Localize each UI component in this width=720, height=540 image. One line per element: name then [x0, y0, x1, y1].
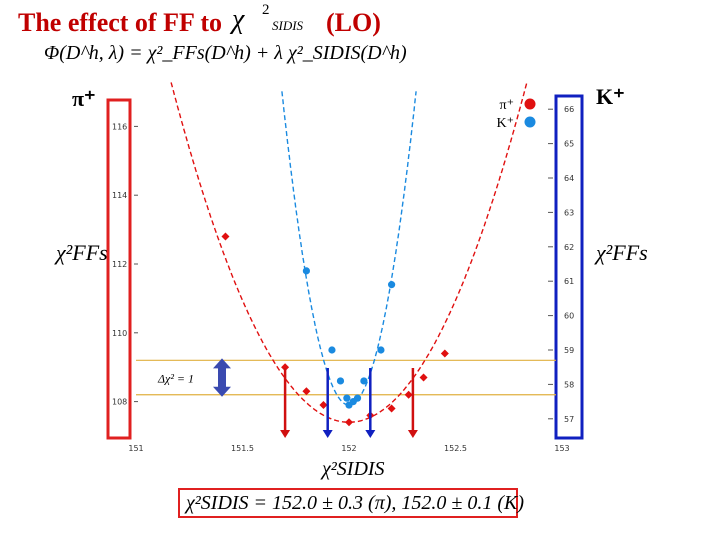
pion-upper-limit-arrow-head: [407, 430, 418, 438]
pion-data-point: [440, 349, 449, 358]
kaon-upper-limit-arrow-head: [365, 430, 376, 438]
y-left-tick-label: 112: [112, 260, 127, 269]
x-tick-label: 151.5: [231, 444, 254, 453]
pion-data-point: [387, 404, 396, 413]
pion-data-point: [281, 363, 290, 372]
x-tick-label: 153: [554, 444, 569, 453]
kaon-data-point: [343, 394, 351, 402]
legend-label: π⁺: [500, 98, 514, 113]
title-chi-symbol: χ: [232, 4, 245, 35]
right-axis-box: [554, 94, 584, 440]
kaon-data-point: [360, 377, 368, 385]
delta-arrow-down-head: [213, 386, 231, 397]
pion-data-point: [302, 387, 311, 396]
x-tick-label: 152.5: [444, 444, 467, 453]
slide-title: The effect of FF to: [18, 8, 223, 37]
y-right-tick-label: 63: [564, 208, 574, 217]
kaon-data-point: [302, 267, 310, 275]
title-chi-subscript: SIDIS: [272, 18, 304, 33]
kaon-corner-label: K⁺: [596, 84, 625, 109]
y-right-tick-label: 57: [564, 415, 574, 424]
pion-lower-limit-arrow-head: [280, 430, 291, 438]
legend-marker: [524, 116, 536, 128]
y-right-tick-label: 61: [564, 277, 574, 286]
kaon-data-point: [336, 377, 345, 385]
kaon-fit-curve: [281, 91, 417, 406]
x-tick-label: 152: [341, 444, 356, 453]
delta-arrow-shaft: [218, 367, 226, 388]
y-right-tick-label: 58: [564, 380, 574, 389]
legend-marker: [524, 98, 536, 110]
legend-label: K⁺: [497, 116, 515, 131]
y-left-tick-label: 110: [112, 329, 127, 338]
objective-formula: Φ(D^h, λ) = χ²_FFs(D^h) + λ χ²_SIDIS(D^h…: [44, 42, 407, 64]
x-axis-label: χ²SIDIS: [322, 458, 385, 480]
y-right-tick-label: 66: [564, 105, 574, 114]
delta-chi2-label: Δχ² = 1: [157, 372, 194, 386]
x-tick-label: 151: [128, 444, 143, 453]
y-right-tick-label: 64: [564, 174, 574, 183]
pion-data-point: [345, 418, 353, 427]
y-left-tick-label: 116: [112, 122, 127, 131]
kaon-data-point: [377, 346, 385, 354]
result-box: [178, 488, 518, 518]
y-axis-label-right: χ²FFs: [596, 240, 648, 265]
y-right-tick-label: 62: [564, 243, 574, 252]
y-left-tick-label: 114: [112, 191, 127, 200]
title-chi-superscript: 2: [262, 2, 270, 18]
pion-data-point: [319, 401, 328, 410]
kaon-data-point: [388, 281, 396, 289]
pion-fit-curve: [170, 82, 528, 423]
y-right-tick-label: 60: [564, 312, 574, 321]
y-right-tick-label: 65: [564, 140, 574, 149]
left-axis-box: [106, 98, 132, 440]
y-axis-label-left: χ²FFs: [56, 240, 108, 265]
delta-arrow-up-head: [213, 358, 231, 369]
y-left-tick-label: 108: [112, 398, 127, 407]
kaon-data-point: [353, 394, 362, 402]
kaon-data-point: [328, 346, 336, 354]
kaon-lower-limit-arrow-head: [322, 430, 333, 438]
pion-data-point: [404, 390, 413, 399]
y-right-tick-label: 59: [564, 346, 574, 355]
pion-corner-label: π⁺: [72, 86, 96, 111]
pion-data-point: [419, 373, 428, 382]
pion-data-point: [221, 232, 230, 241]
title-order-label: (LO): [326, 8, 381, 37]
result-text: χ²SIDIS = 152.0 ± 0.3 (π), 152.0 ± 0.1 (…: [186, 492, 525, 514]
